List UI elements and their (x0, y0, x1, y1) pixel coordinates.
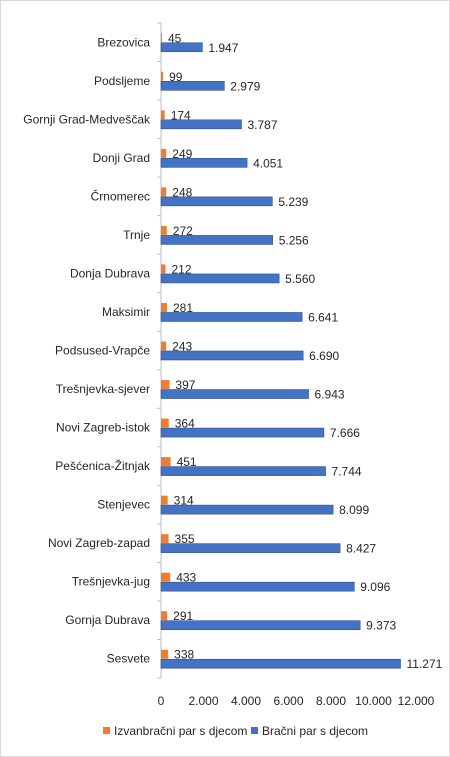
category-label: Trešnjevka-sjever (56, 382, 150, 396)
x-tick-label: 0 (158, 694, 165, 708)
category-label: Novi Zagreb-istok (56, 421, 151, 435)
category-label: Podsused-Vrapče (55, 344, 150, 358)
data-label: 1.947 (208, 41, 238, 55)
data-label: 2.979 (230, 79, 260, 93)
data-label: 8.427 (346, 542, 376, 556)
data-label: 451 (177, 455, 197, 469)
category-label: Novi Zagreb-zapad (48, 536, 150, 550)
bar-izvanbracni (161, 225, 167, 235)
legend-label: Bračni par s djecom (262, 724, 368, 738)
data-label: 9.373 (366, 619, 396, 633)
data-label: 249 (172, 147, 192, 161)
data-label: 4.051 (253, 156, 283, 170)
bar-bracni (160, 235, 273, 245)
category-label: Gornja Dubrava (65, 613, 150, 627)
category-label: Podsljeme (94, 74, 150, 88)
legend-label: Izvanbračni par s djecom (114, 724, 247, 738)
bar-izvanbracni (161, 264, 166, 274)
bar-bracni (160, 158, 248, 168)
bar-izvanbracni (161, 611, 168, 621)
data-label: 8.099 (339, 503, 369, 517)
bar-bracni (160, 620, 361, 631)
bar-bracni (160, 658, 401, 669)
bar-izvanbracni (161, 33, 162, 43)
data-label: 433 (176, 571, 196, 585)
category-label: Gornji Grad-Medveščak (23, 112, 151, 126)
category-label: Črnomerec (91, 188, 150, 203)
bar-izvanbracni (161, 457, 171, 467)
x-tick-label: 4.000 (231, 694, 261, 708)
x-tick-label: 8.000 (316, 694, 346, 708)
data-label: 6.690 (309, 349, 339, 363)
bar-bracni (160, 196, 273, 207)
data-label: 6.641 (308, 310, 338, 324)
data-label: 243 (172, 340, 192, 354)
data-label: 355 (175, 532, 195, 546)
x-tick-label: 12.000 (398, 694, 435, 708)
bar-izvanbracni (161, 71, 164, 81)
bar-bracni (160, 273, 280, 284)
category-label: Donja Dubrava (70, 266, 150, 280)
data-label: 174 (171, 108, 191, 122)
bar-bracni (160, 581, 355, 592)
bar-bracni (160, 466, 326, 476)
data-label: 212 (172, 262, 192, 276)
data-label: 6.943 (315, 388, 345, 402)
data-label: 5.239 (278, 195, 308, 209)
data-label: 397 (175, 378, 195, 392)
data-label: 314 (174, 494, 194, 508)
data-label: 11.271 (407, 657, 443, 671)
bar-izvanbracni (161, 534, 169, 544)
data-label: 338 (174, 648, 194, 662)
bar-izvanbracni (161, 187, 167, 197)
data-label: 364 (175, 417, 195, 431)
bar-izvanbracni (161, 380, 170, 390)
data-label: 248 (172, 185, 192, 199)
bar-bracni (160, 80, 225, 91)
x-tick-label: 6.000 (273, 694, 303, 708)
bar-izvanbracni (161, 418, 169, 428)
bar-bracni (160, 504, 334, 515)
data-label: 3.787 (247, 118, 277, 132)
data-label: 5.560 (285, 272, 315, 286)
bar-bracni (160, 543, 341, 553)
data-label: 9.096 (360, 580, 390, 594)
bar-izvanbracni (161, 110, 165, 120)
legend-swatch (103, 727, 110, 734)
data-label: 7.666 (330, 426, 360, 440)
bar-izvanbracni (161, 302, 167, 312)
bar-bracni (160, 427, 325, 438)
bar-bracni (160, 312, 303, 322)
data-label: 5.256 (279, 233, 309, 247)
category-label: Stenjevec (97, 498, 150, 512)
bar-bracni (160, 42, 203, 53)
x-tick-label: 2.000 (188, 694, 218, 708)
bar-izvanbracni (161, 649, 169, 659)
bar-izvanbracni (161, 341, 167, 351)
category-label: Brezovica (97, 35, 150, 49)
data-label: 281 (173, 301, 193, 315)
x-tick-label: 10.000 (355, 694, 392, 708)
bar-izvanbracni (161, 572, 171, 582)
bar-izvanbracni (161, 495, 168, 505)
bar-bracni (160, 119, 242, 130)
category-label: Sesvete (107, 652, 151, 666)
data-label: 7.744 (332, 465, 362, 479)
category-label: Trnje (123, 228, 150, 242)
category-label: Donji Grad (93, 151, 150, 165)
data-label: 272 (173, 224, 193, 238)
legend-swatch (251, 727, 258, 734)
bar-bracni (160, 389, 309, 399)
data-label: 99 (169, 70, 183, 84)
data-label: 45 (168, 31, 182, 45)
data-label: 291 (173, 609, 193, 623)
category-label: Pešćenica-Žitnjak (55, 458, 151, 473)
category-label: Trešnjevka-jug (72, 575, 150, 589)
bar-izvanbracni (161, 148, 167, 158)
category-label: Maksimir (102, 305, 150, 319)
bar-bracni (160, 350, 304, 361)
